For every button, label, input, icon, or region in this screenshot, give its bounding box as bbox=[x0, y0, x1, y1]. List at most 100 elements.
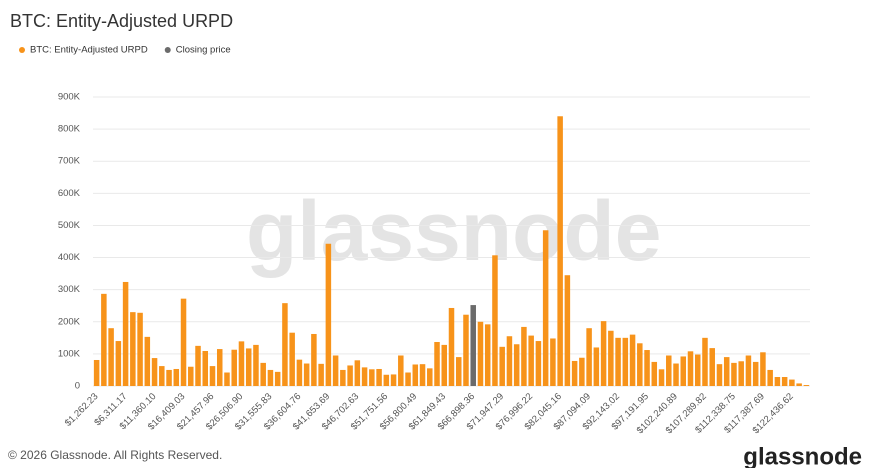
bar bbox=[658, 369, 665, 386]
bar bbox=[144, 336, 151, 386]
y-tick-label: 900K bbox=[58, 92, 81, 103]
bar bbox=[260, 362, 266, 386]
bar bbox=[702, 337, 708, 386]
bar bbox=[622, 337, 629, 386]
logo: glassnode bbox=[743, 443, 862, 468]
bar bbox=[427, 368, 433, 386]
bar bbox=[369, 369, 375, 386]
bar bbox=[231, 349, 237, 386]
bar bbox=[673, 363, 679, 386]
bar bbox=[188, 366, 194, 386]
bar bbox=[752, 361, 759, 386]
y-tick-label: 200K bbox=[58, 316, 81, 327]
bar bbox=[274, 371, 281, 386]
bar bbox=[137, 312, 143, 386]
bar bbox=[803, 385, 810, 386]
y-tick-label: 800K bbox=[58, 124, 81, 135]
bar bbox=[434, 342, 440, 386]
bar bbox=[477, 321, 484, 386]
bar bbox=[216, 349, 223, 386]
bar bbox=[484, 324, 491, 386]
bar bbox=[680, 356, 687, 386]
bar bbox=[398, 355, 404, 386]
bar bbox=[637, 343, 643, 386]
bar bbox=[731, 362, 737, 386]
bar bbox=[644, 350, 650, 386]
bar bbox=[615, 337, 621, 386]
bar bbox=[608, 330, 614, 386]
bar bbox=[542, 230, 549, 386]
bar bbox=[550, 338, 556, 386]
bar bbox=[441, 344, 448, 386]
bar bbox=[180, 298, 187, 386]
bar bbox=[159, 366, 165, 386]
bar bbox=[166, 369, 172, 386]
bar bbox=[361, 367, 368, 386]
bar bbox=[760, 352, 766, 386]
y-tick-label: 700K bbox=[58, 156, 81, 167]
bar bbox=[600, 321, 607, 386]
bar bbox=[238, 341, 245, 386]
bar bbox=[347, 365, 353, 386]
chart-title: BTC: Entity-Adjusted URPD bbox=[10, 11, 233, 31]
bar bbox=[528, 335, 534, 386]
legend-label: BTC: Entity-Adjusted URPD bbox=[30, 45, 148, 56]
bar bbox=[629, 334, 636, 386]
bar bbox=[571, 360, 578, 386]
bar bbox=[405, 372, 411, 386]
bar bbox=[318, 363, 324, 386]
bar bbox=[651, 361, 658, 386]
bar bbox=[774, 377, 781, 386]
bar bbox=[694, 354, 701, 386]
bar bbox=[376, 368, 382, 386]
bar bbox=[723, 357, 730, 386]
bar bbox=[354, 360, 361, 386]
bar bbox=[108, 328, 114, 386]
bar bbox=[245, 348, 252, 386]
y-tick-label: 500K bbox=[58, 220, 81, 231]
bar bbox=[101, 293, 107, 386]
bar bbox=[151, 358, 158, 386]
bar bbox=[325, 243, 332, 386]
bar bbox=[564, 275, 571, 386]
bar bbox=[340, 369, 346, 386]
bar bbox=[781, 377, 788, 386]
y-tick-label: 0 bbox=[75, 381, 80, 392]
bar bbox=[419, 364, 426, 386]
bar bbox=[687, 351, 694, 386]
bar bbox=[593, 347, 600, 386]
bar bbox=[716, 364, 723, 386]
bar bbox=[666, 355, 672, 386]
legend-marker bbox=[19, 47, 25, 53]
bar bbox=[579, 357, 585, 386]
bar bbox=[195, 345, 201, 386]
bar bbox=[282, 303, 288, 386]
bar bbox=[390, 374, 397, 386]
bar bbox=[289, 332, 295, 386]
bar bbox=[383, 374, 390, 386]
legend-label: Closing price bbox=[176, 45, 231, 56]
bar bbox=[463, 314, 469, 386]
bar bbox=[455, 357, 462, 386]
bar bbox=[209, 366, 216, 386]
y-tick-label: 600K bbox=[58, 188, 81, 199]
bar bbox=[557, 116, 563, 387]
bar bbox=[224, 372, 230, 386]
bar bbox=[586, 328, 592, 386]
legend-marker bbox=[164, 47, 171, 53]
bar bbox=[738, 361, 744, 386]
bar bbox=[332, 355, 339, 386]
bar bbox=[115, 341, 122, 386]
bar bbox=[173, 368, 180, 386]
bar bbox=[499, 346, 505, 386]
bar bbox=[492, 255, 498, 386]
bar bbox=[267, 369, 274, 386]
bar bbox=[253, 344, 259, 386]
bar bbox=[535, 341, 542, 386]
bar bbox=[303, 363, 310, 386]
y-tick-label: 100K bbox=[58, 348, 81, 359]
bar bbox=[202, 350, 209, 386]
bar bbox=[448, 307, 455, 386]
